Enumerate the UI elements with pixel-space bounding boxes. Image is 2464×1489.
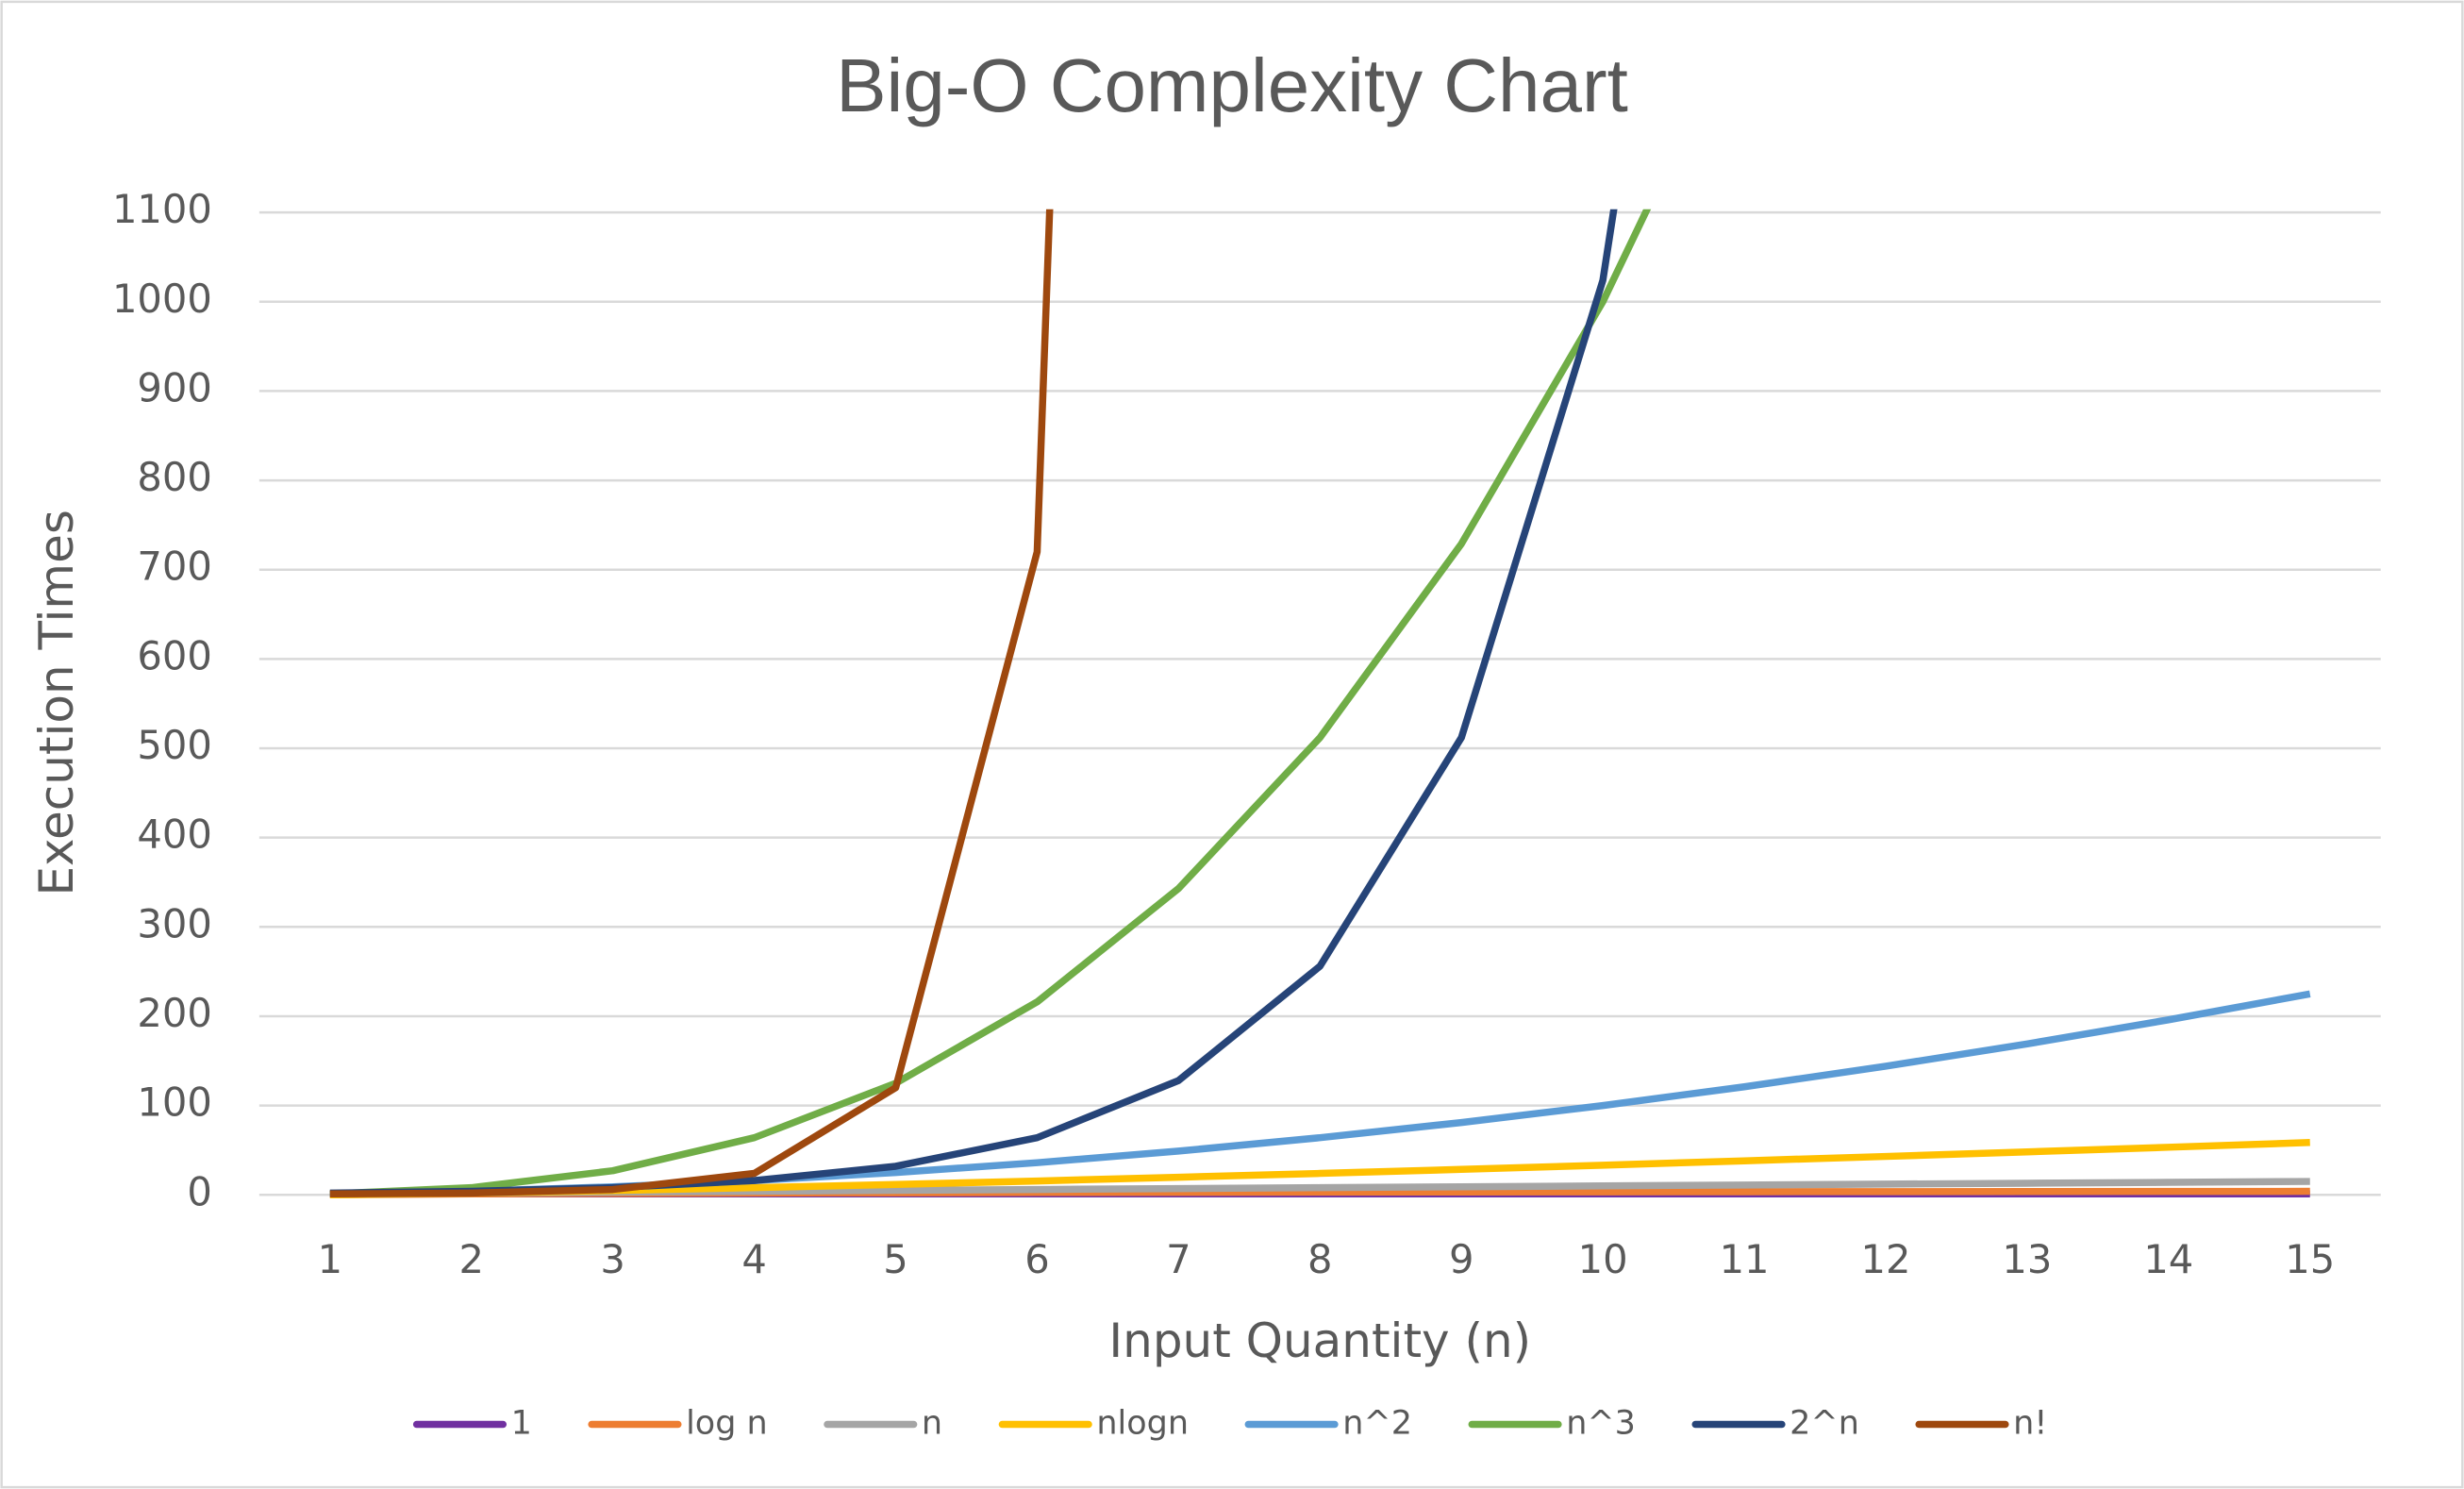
legend-label: n bbox=[922, 1404, 942, 1442]
legend-item: n! bbox=[1915, 1404, 2047, 1442]
x-tick-label: 6 bbox=[1024, 1236, 1049, 1282]
y-tick-label: 900 bbox=[137, 364, 211, 410]
y-axis-label: Execution Times bbox=[29, 510, 84, 895]
series-line bbox=[329, 1139, 2310, 1199]
x-tick-label: 1 bbox=[318, 1236, 342, 1282]
x-tick-label: 8 bbox=[1307, 1236, 1332, 1282]
y-tick-label: 800 bbox=[137, 454, 211, 500]
grid bbox=[258, 210, 2381, 1196]
x-tick-label: 7 bbox=[1166, 1236, 1190, 1282]
legend-label: n^3 bbox=[1566, 1404, 1636, 1442]
y-tick-label: 400 bbox=[137, 811, 211, 858]
legend-item: 2^n bbox=[1691, 1404, 1859, 1442]
x-tick-label: 9 bbox=[1449, 1236, 1473, 1282]
legend-item: n bbox=[824, 1404, 942, 1442]
plot-area bbox=[329, 209, 2310, 1489]
y-tick-label: 100 bbox=[137, 1079, 211, 1126]
x-tick-label: 4 bbox=[741, 1236, 766, 1282]
y-tick-label: 500 bbox=[137, 722, 211, 768]
legend-item: n^2 bbox=[1244, 1404, 1412, 1442]
y-tick-label: 700 bbox=[137, 544, 211, 590]
y-tick-label: 600 bbox=[137, 632, 211, 678]
legend-item: nlogn bbox=[998, 1404, 1189, 1442]
x-tick-label: 14 bbox=[2143, 1236, 2193, 1282]
y-tick-label: 0 bbox=[187, 1168, 211, 1214]
legend-label: n^2 bbox=[1342, 1404, 1412, 1442]
legend-label: 2^n bbox=[1790, 1404, 1859, 1442]
series-line bbox=[329, 209, 1652, 1198]
legend-item: n^3 bbox=[1468, 1404, 1636, 1442]
legend-item: 1 bbox=[412, 1404, 532, 1442]
x-tick-label: 13 bbox=[2002, 1236, 2052, 1282]
x-tick-label: 10 bbox=[1578, 1236, 1628, 1282]
chart-title: Big-O Complexity Chart bbox=[836, 43, 1628, 127]
legend-label: nlogn bbox=[1096, 1404, 1189, 1442]
x-tick-label: 5 bbox=[883, 1236, 907, 1282]
x-tick-label: 3 bbox=[600, 1236, 624, 1282]
x-tick-label: 12 bbox=[1860, 1236, 1910, 1282]
legend-label: n! bbox=[2013, 1404, 2047, 1442]
series-line bbox=[329, 209, 1618, 1197]
x-tick-label: 11 bbox=[1720, 1236, 1770, 1282]
legend-item: log n bbox=[588, 1404, 768, 1442]
x-axis-label: Input Quantity (n) bbox=[1108, 1313, 1531, 1368]
x-tick-label: 15 bbox=[2285, 1236, 2335, 1282]
y-tick-label: 1000 bbox=[112, 276, 212, 322]
x-tick-label: 2 bbox=[459, 1236, 484, 1282]
y-tick-label: 200 bbox=[137, 990, 211, 1036]
y-tick-label: 300 bbox=[137, 900, 211, 946]
legend: 1 log n n nlogn n^2 n^3 2^n n! bbox=[412, 1404, 2047, 1442]
legend-label: 1 bbox=[511, 1404, 532, 1442]
legend-label: log n bbox=[686, 1404, 768, 1442]
y-tick-label: 1100 bbox=[112, 186, 212, 232]
